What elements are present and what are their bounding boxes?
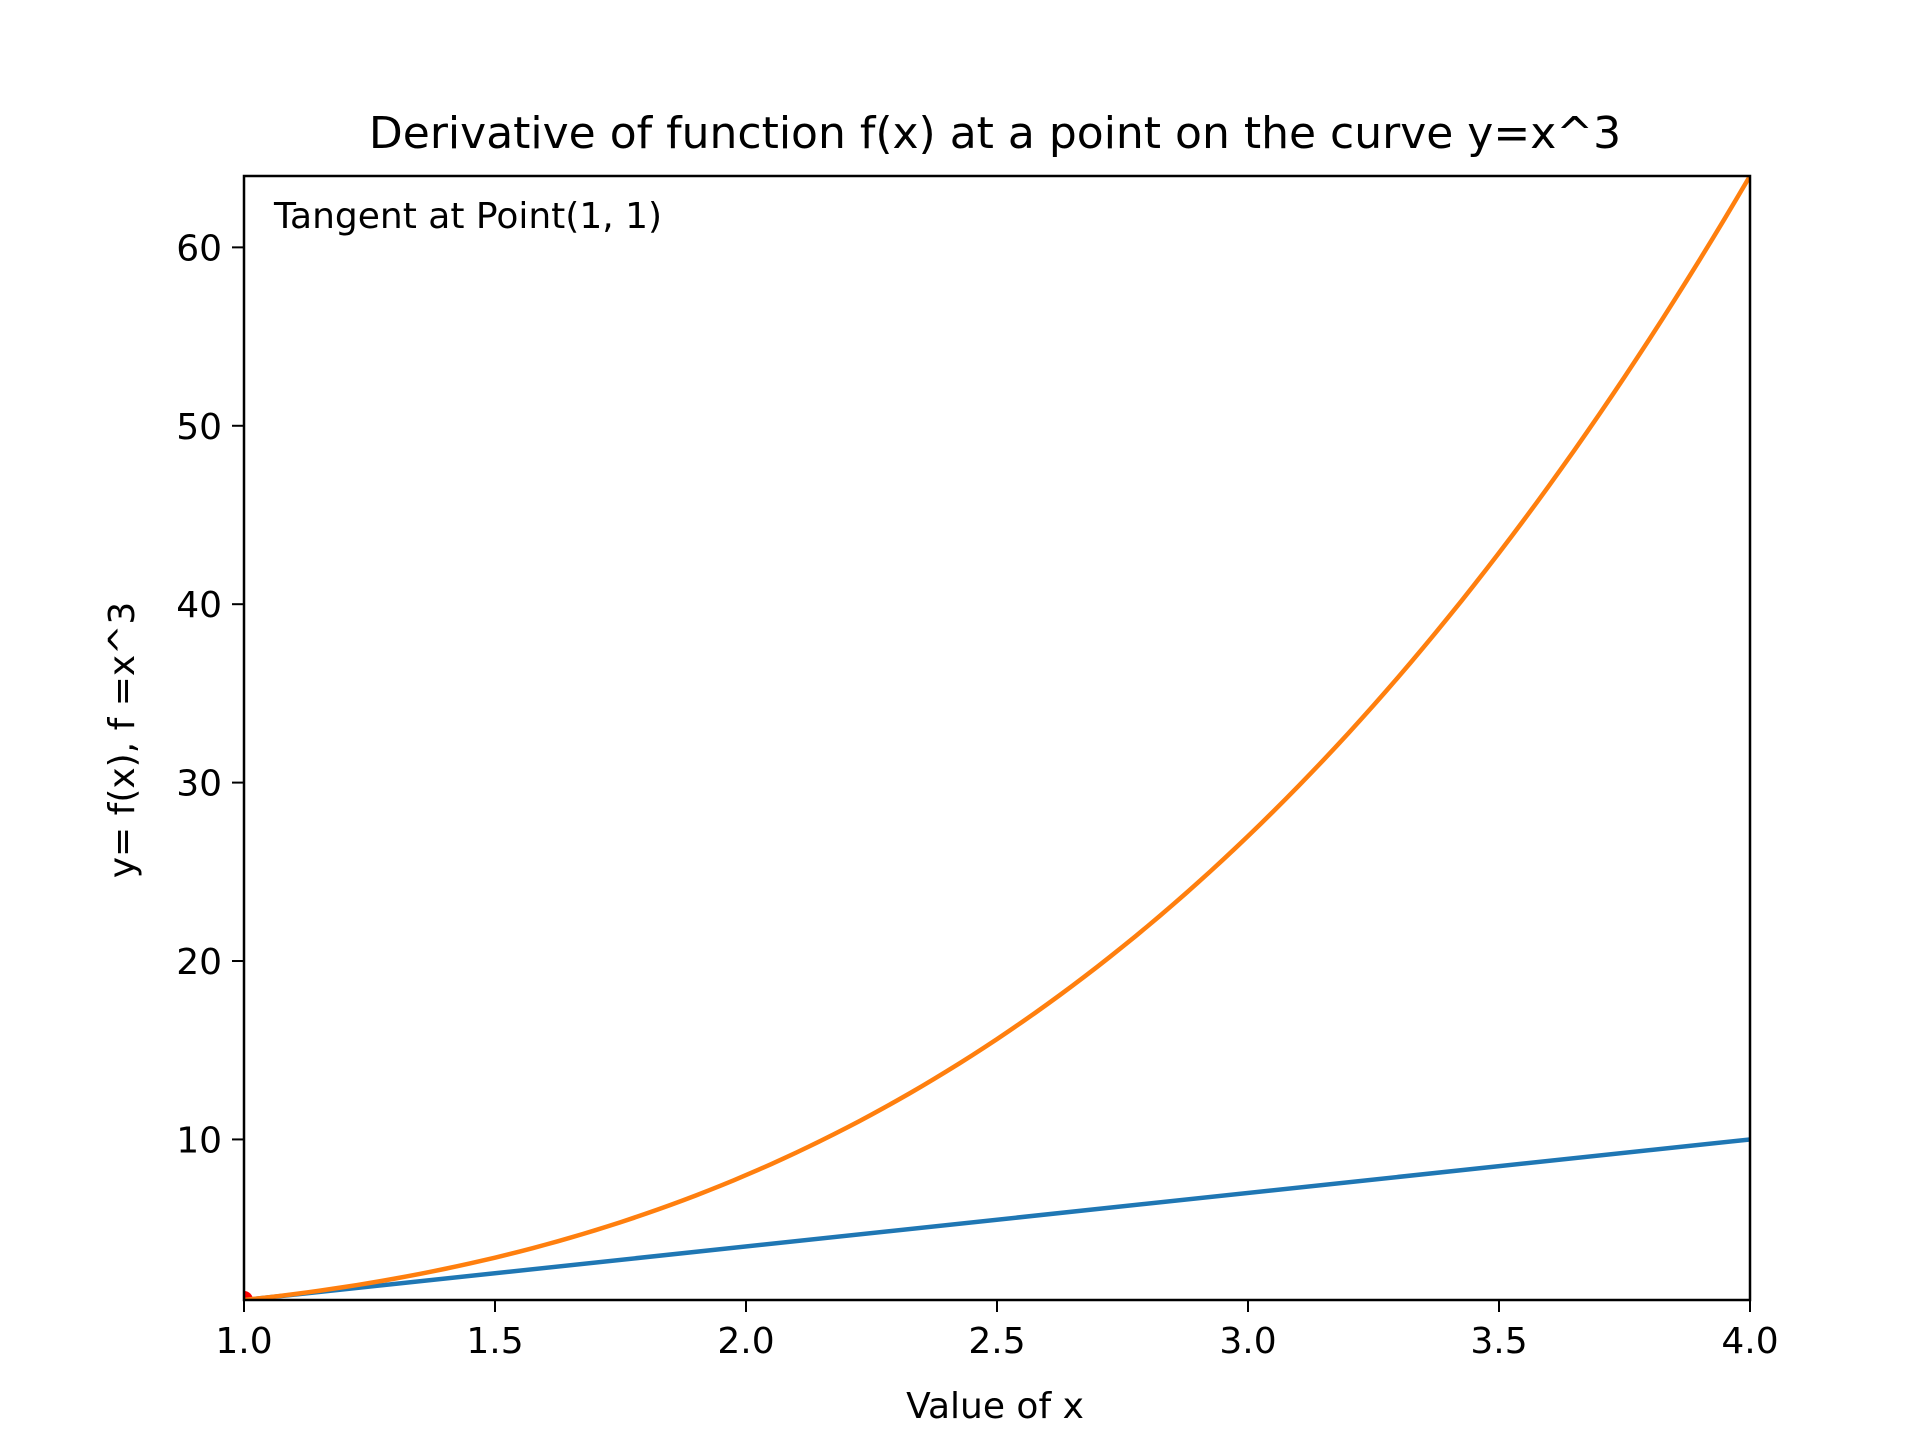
- y-tick-label: 50: [176, 407, 222, 448]
- x-axis: 1.0 1.5 2.0 2.5 3.0 3.5 4.0: [215, 1300, 1779, 1362]
- x-tick-label: 1.0: [215, 1321, 272, 1362]
- tangent-annotation: Tangent at Point(1, 1): [273, 196, 662, 237]
- y-tick-label: 20: [176, 942, 222, 983]
- x-tick-label: 2.5: [968, 1321, 1025, 1362]
- cubic-curve: [244, 176, 1750, 1300]
- chart-title: Derivative of function f(x) at a point o…: [369, 108, 1621, 159]
- y-tick-label: 60: [176, 228, 222, 269]
- y-axis-label: y= f(x), f =x^3: [102, 602, 143, 879]
- x-tick-label: 1.5: [466, 1321, 523, 1362]
- y-tick-label: 30: [176, 764, 222, 805]
- x-tick-label: 3.5: [1470, 1321, 1527, 1362]
- x-tick-label: 2.0: [717, 1321, 774, 1362]
- plot-frame: [242, 174, 1752, 1302]
- tangent-line: [244, 1137, 1750, 1300]
- y-tick-label: 10: [176, 1120, 222, 1161]
- plot-area: [244, 176, 1750, 1300]
- x-tick-label: 3.0: [1219, 1321, 1276, 1362]
- x-axis-label: Value of x: [906, 1386, 1084, 1427]
- y-tick-label: 40: [176, 585, 222, 626]
- y-axis: 10 20 30 40 50 60: [176, 228, 244, 1161]
- x-tick-label: 4.0: [1721, 1321, 1778, 1362]
